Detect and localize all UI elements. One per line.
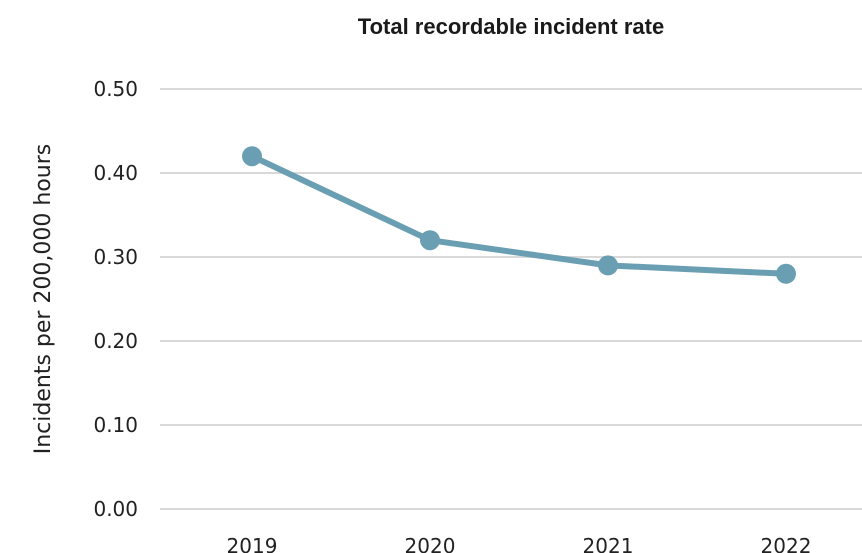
y-tick-label: 0.00 (93, 497, 138, 521)
x-tick-label: 2020 (405, 534, 456, 553)
y-tick-label: 0.20 (93, 329, 138, 353)
y-tick-label: 0.50 (93, 77, 138, 101)
y-tick-labels: 0.00 0.10 0.20 0.30 0.40 0.50 (93, 77, 138, 521)
data-point (776, 263, 796, 284)
x-tick-labels: 2019 2020 2021 2022 (227, 534, 812, 553)
y-tick-label: 0.40 (93, 161, 138, 185)
gridlines (160, 88, 862, 510)
data-point (598, 255, 618, 276)
series-layer (242, 146, 796, 284)
x-tick-label: 2021 (583, 534, 634, 553)
x-tick-label: 2019 (227, 534, 278, 553)
data-point (420, 230, 440, 251)
y-tick-label: 0.30 (93, 245, 138, 269)
series-line (249, 153, 789, 277)
chart-title: Total recordable incident rate (357, 14, 665, 39)
y-tick-label: 0.10 (93, 413, 138, 437)
y-axis-label: Incidents per 200,000 hours (31, 144, 56, 455)
x-tick-label: 2022 (761, 534, 812, 553)
data-point (242, 146, 262, 167)
